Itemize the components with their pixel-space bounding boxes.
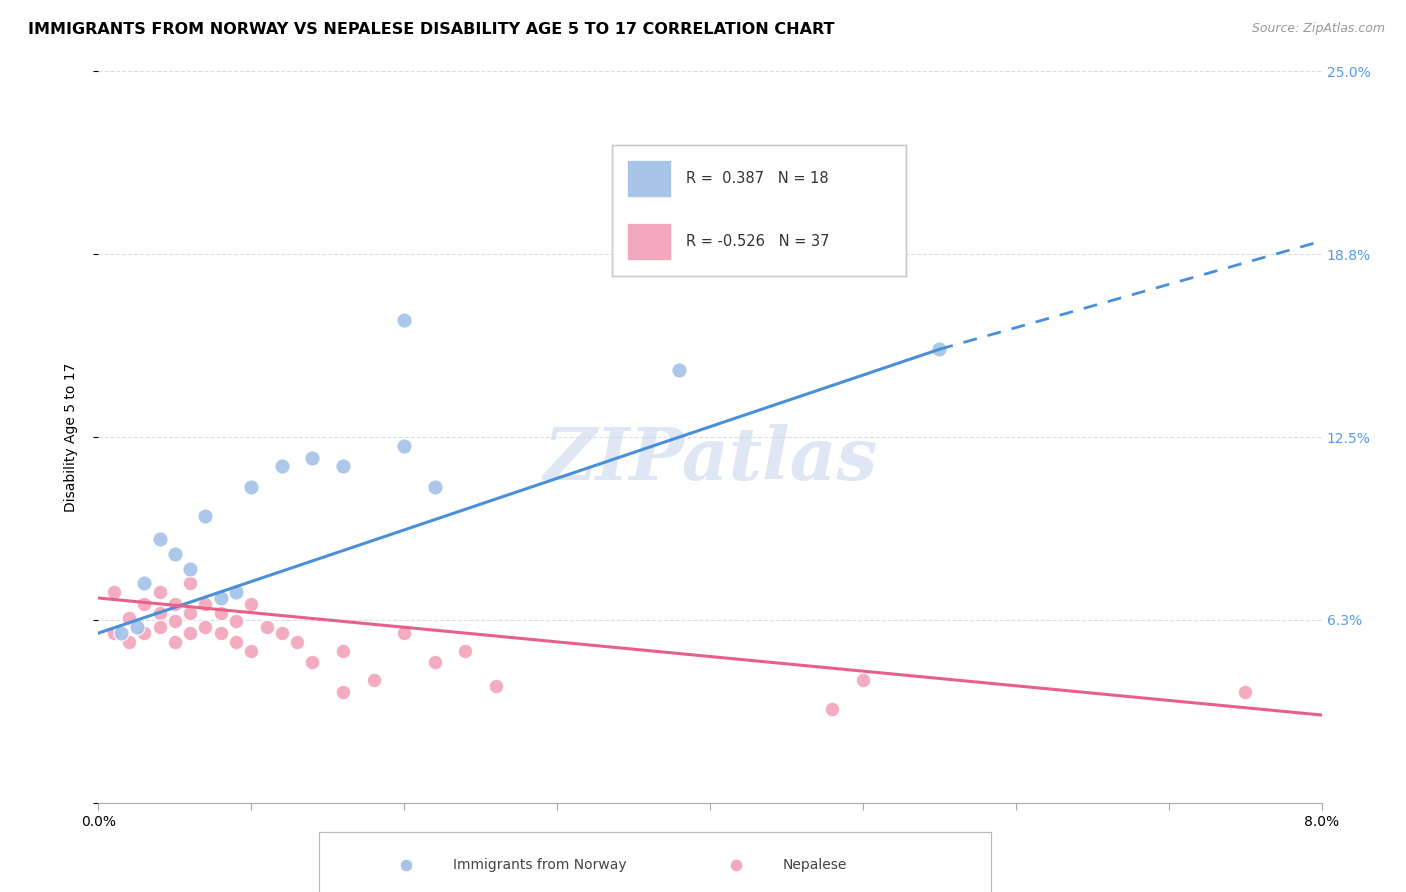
Point (423, 480, 446, 494)
Point (332, 459, 354, 474)
Point (194, 509, 217, 524)
Point (118, 635, 141, 649)
Point (301, 450, 323, 465)
Point (392, 626, 416, 640)
Point (240, 597, 263, 611)
Point (163, 597, 186, 611)
Point (454, 643, 477, 657)
Point (332, 643, 354, 657)
Point (668, 363, 690, 377)
Point (118, 611, 141, 625)
Point (163, 547, 186, 561)
Point (209, 591, 232, 605)
Point (194, 620, 217, 634)
Point (256, 620, 278, 634)
Point (928, 343, 950, 357)
Point (852, 673, 875, 687)
Text: ZIPatlas: ZIPatlas (543, 424, 877, 494)
Point (103, 626, 125, 640)
Point (179, 562, 201, 576)
Point (179, 606, 201, 620)
Point (821, 702, 844, 716)
Point (209, 626, 232, 640)
Point (163, 615, 186, 629)
Point (301, 656, 323, 670)
Point (240, 643, 263, 657)
Point (194, 597, 217, 611)
Point (163, 635, 186, 649)
Point (149, 620, 172, 634)
Point (392, 439, 416, 453)
Point (149, 533, 172, 547)
Point (485, 679, 508, 693)
Text: IMMIGRANTS FROM NORWAY VS NEPALESE DISABILITY AGE 5 TO 17 CORRELATION CHART: IMMIGRANTS FROM NORWAY VS NEPALESE DISAB… (28, 22, 835, 37)
Point (225, 615, 247, 629)
Point (149, 585, 172, 599)
Point (103, 585, 125, 599)
Point (110, 626, 132, 640)
Point (179, 576, 201, 591)
Point (270, 626, 294, 640)
Point (179, 626, 201, 640)
Point (1234, 684, 1257, 698)
Point (423, 656, 446, 670)
Point (392, 313, 416, 327)
Y-axis label: Disability Age 5 to 17: Disability Age 5 to 17 (63, 362, 77, 512)
Point (285, 635, 308, 649)
Point (225, 585, 247, 599)
Point (270, 459, 294, 474)
Point (225, 635, 247, 649)
Point (209, 606, 232, 620)
Point (134, 597, 156, 611)
Point (332, 684, 354, 698)
Point (134, 626, 156, 640)
Text: Source: ZipAtlas.com: Source: ZipAtlas.com (1251, 22, 1385, 36)
Point (149, 606, 172, 620)
Point (134, 576, 156, 591)
Point (363, 673, 385, 687)
Point (240, 480, 263, 494)
Point (125, 620, 148, 634)
